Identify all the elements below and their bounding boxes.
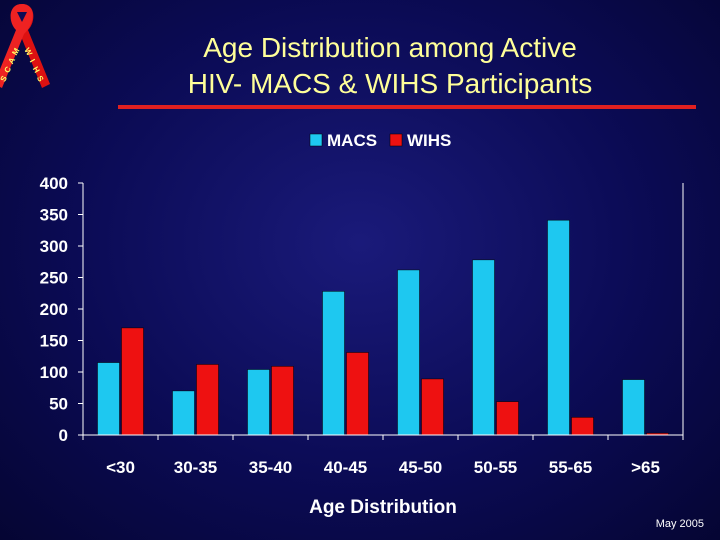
logo-letter: W: [22, 46, 34, 57]
page-title: Age Distribution among Active HIV- MACS …: [80, 30, 700, 102]
x-axis: <30 30-35 35-40 40-45 45-50 50-55 55-65 >65: [82, 434, 684, 477]
bar-macs-0: [97, 362, 120, 436]
title-line-2: HIV- MACS & WIHS Participants: [187, 68, 593, 99]
bar-wihs-5: [496, 401, 519, 436]
bar-wihs-1: [196, 364, 219, 436]
bar-macs-3: [322, 291, 345, 436]
legend-label-wihs: WIHS: [407, 131, 451, 150]
bars: [97, 219, 669, 436]
y-tick-label: 350: [40, 206, 68, 225]
y-tick-label: 100: [40, 363, 68, 382]
logo-letter: I: [28, 58, 37, 64]
bar-macs-4: [397, 269, 420, 436]
bar-wihs-2: [271, 366, 294, 436]
logo-letter: H: [31, 65, 42, 75]
bar-macs-5: [472, 259, 495, 436]
y-tick-label: 400: [40, 174, 68, 193]
x-tick-label: <30: [106, 458, 135, 477]
logo-letter: M: [10, 46, 21, 57]
x-tick-label: 40-45: [324, 458, 367, 477]
title-line-1: Age Distribution among Active: [203, 32, 577, 63]
legend: MACS WIHS: [309, 131, 451, 150]
bar-macs-7: [622, 379, 645, 436]
y-axis: 0 50 100 150 200 250 300 350 400: [40, 174, 684, 445]
x-axis-title: Age Distribution: [309, 497, 457, 518]
bar-wihs-6: [571, 417, 594, 436]
logo-letter: A: [6, 56, 17, 66]
legend-label-macs: MACS: [327, 131, 377, 150]
legend-swatch-macs: [309, 133, 323, 147]
title-underline: [118, 105, 696, 109]
bar-wihs-4: [421, 378, 444, 436]
x-tick-label: >65: [631, 458, 660, 477]
y-tick-label: 150: [40, 332, 68, 351]
x-tick-label: 50-55: [474, 458, 517, 477]
footer-date: May 2005: [655, 518, 704, 530]
bar-macs-2: [247, 369, 270, 436]
y-tick-label: 250: [40, 269, 68, 288]
logo-letter: S: [0, 74, 9, 84]
y-tick-label: 300: [40, 237, 68, 256]
bar-macs-1: [172, 390, 195, 436]
logo-letter: S: [35, 74, 46, 84]
y-tick-label: 50: [49, 395, 68, 414]
x-tick-label: 45-50: [399, 458, 442, 477]
x-tick-label: 35-40: [249, 458, 292, 477]
bar-wihs-0: [121, 327, 144, 436]
y-tick-label: 0: [59, 426, 68, 445]
aids-ribbon-icon: [0, 4, 50, 88]
bar-macs-6: [547, 219, 570, 436]
legend-swatch-wihs: [389, 133, 403, 147]
y-tick-label: 200: [40, 300, 68, 319]
x-tick-label: 55-65: [549, 458, 592, 477]
bar-wihs-3: [346, 352, 369, 436]
logo-letter: C: [2, 65, 13, 75]
x-tick-label: 30-35: [174, 458, 217, 477]
